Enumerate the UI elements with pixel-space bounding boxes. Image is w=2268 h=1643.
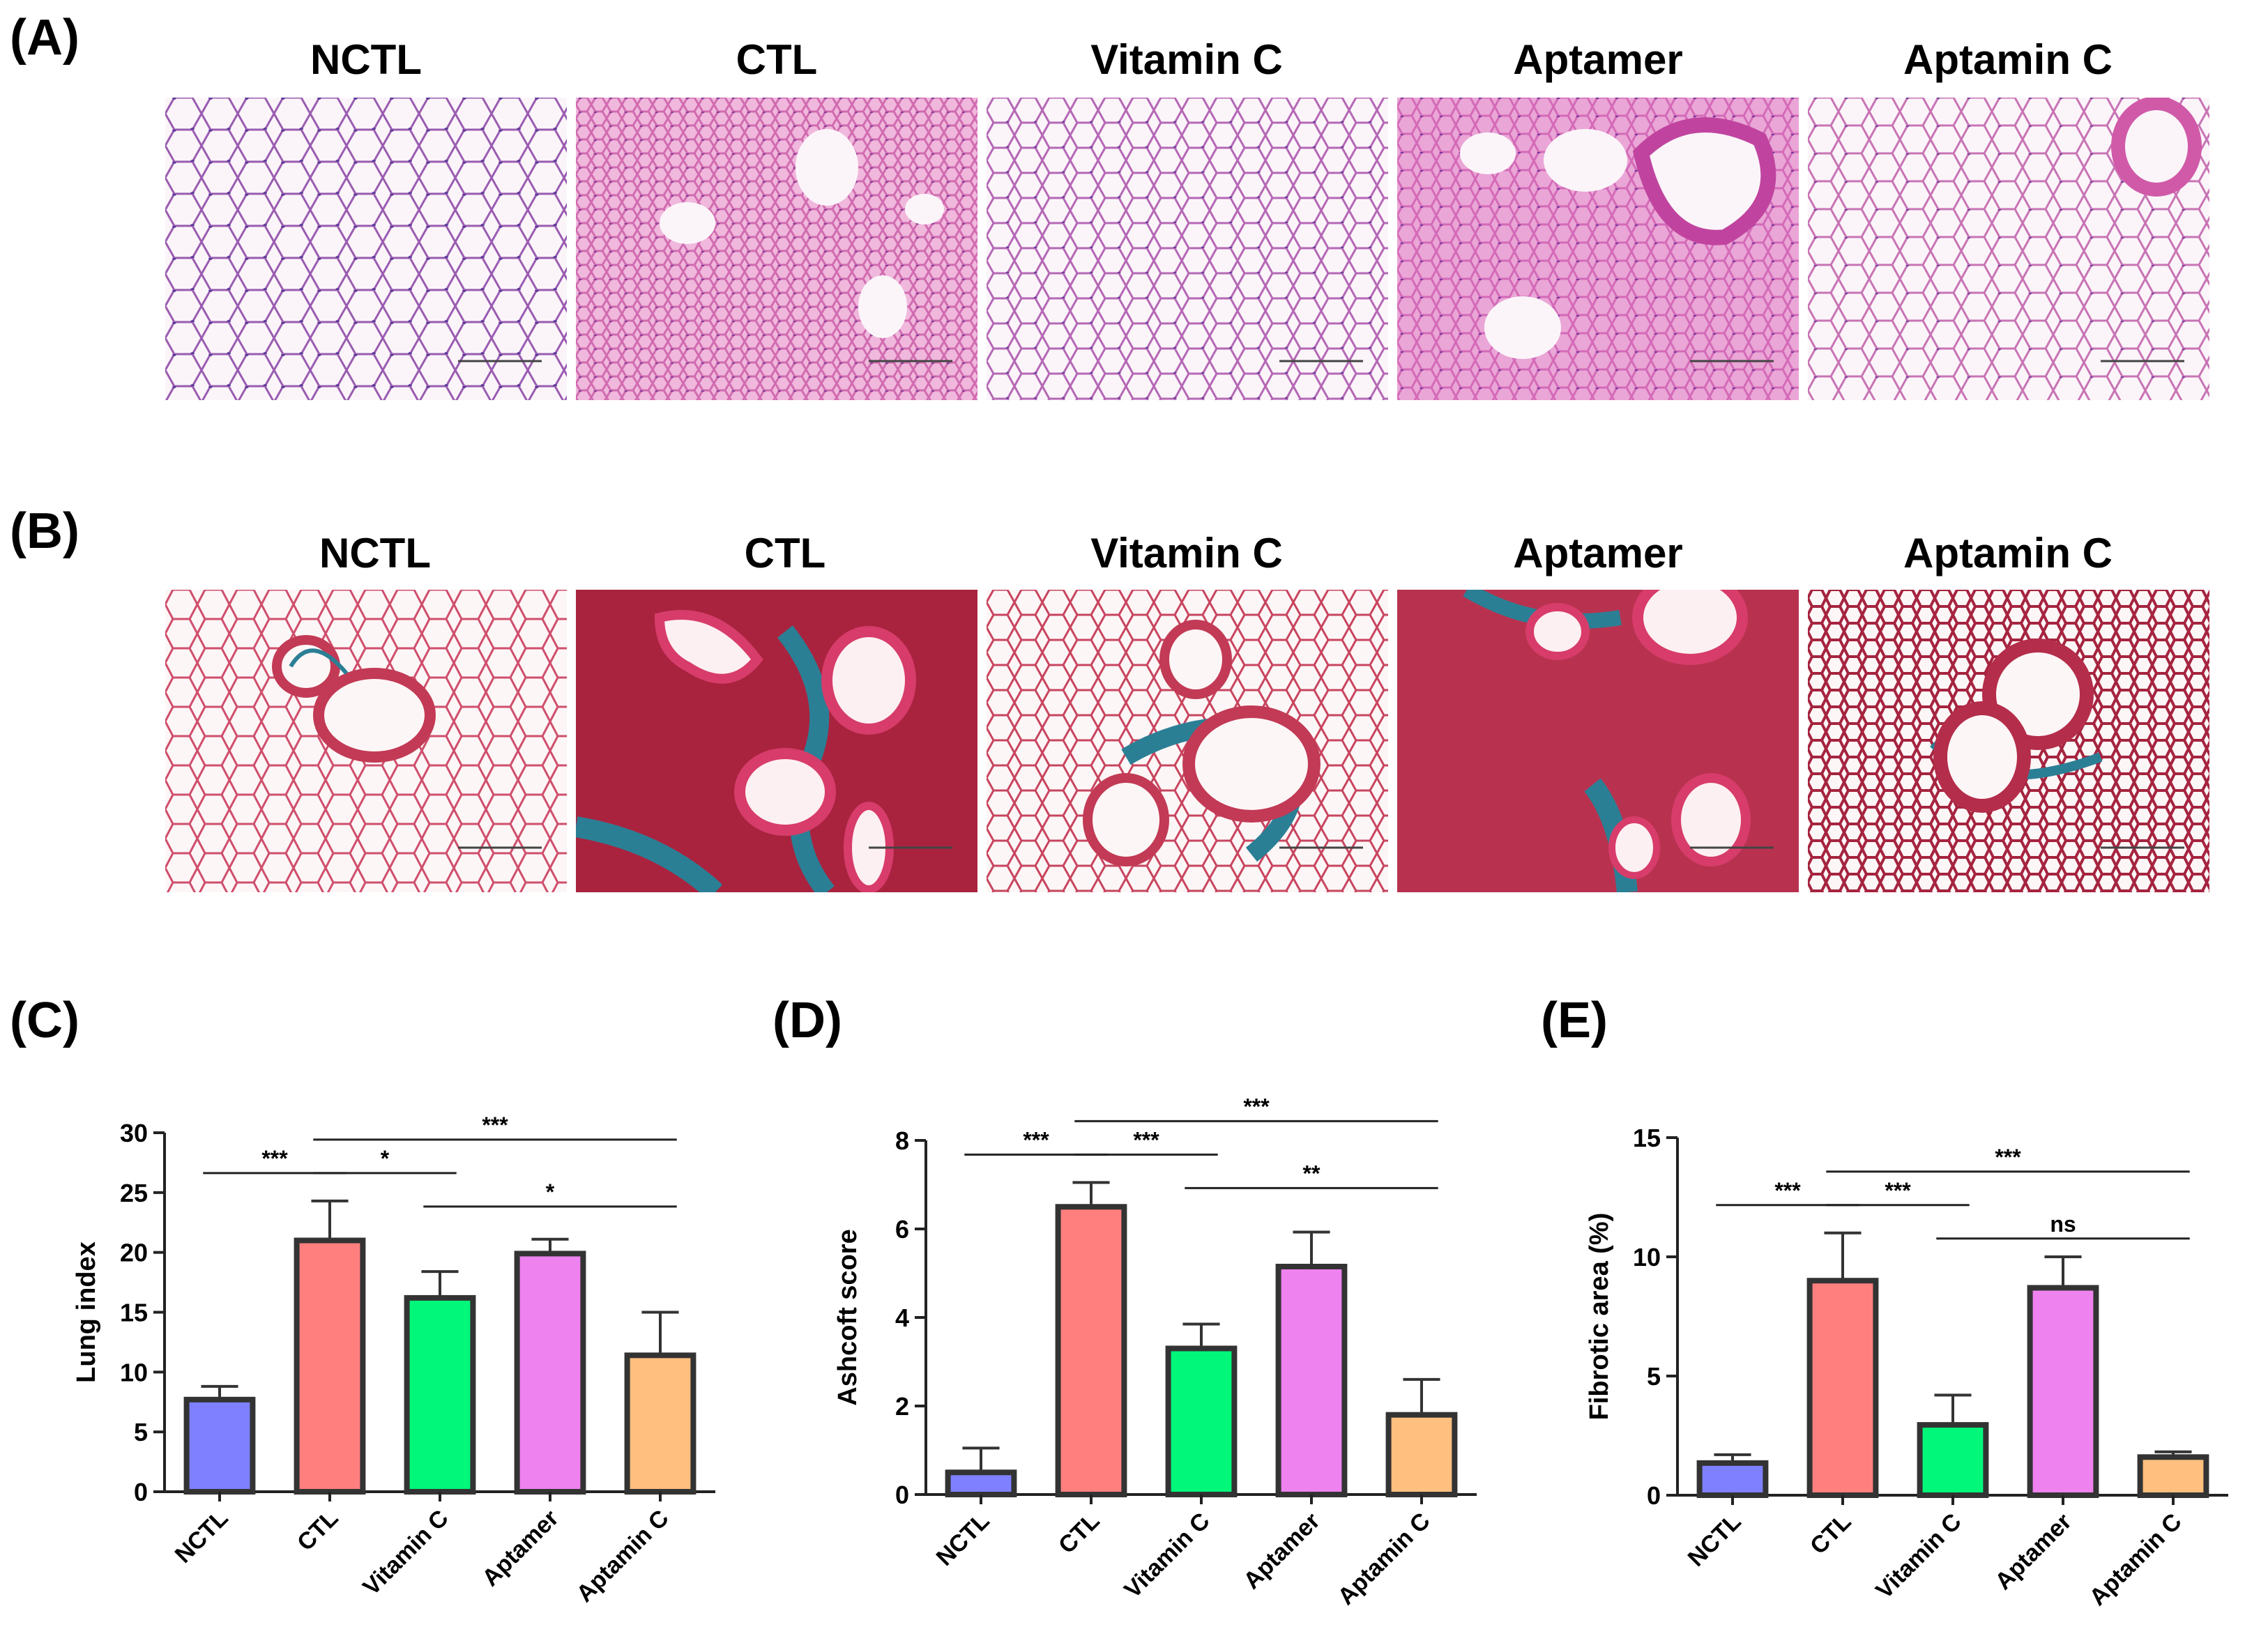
panel-a-title-ctl: CTL [736,36,818,83]
mt-micrograph-nctl [165,590,567,892]
x-tick-label: Aptamin C [2085,1508,2187,1611]
mt-micrograph-aptamin-c [1808,590,2209,892]
x-tick-label: NCTL [1683,1508,1746,1572]
significance-label: *** [261,1146,288,1171]
y-tick-label: 25 [120,1179,148,1207]
bar [1385,1412,1458,1497]
y-axis-label: Fibrotic area (%) [1585,1213,1614,1421]
y-tick-label: 15 [1633,1124,1661,1152]
bar [1917,1422,1989,1498]
significance-label: *** [1885,1178,1911,1203]
panel-a-title-aptamer: Aptamer [1513,36,1683,83]
y-tick-label: 8 [895,1126,909,1155]
y-tick-label: 6 [895,1215,909,1244]
significance-label: *** [482,1113,508,1138]
panel-a-title-vitamin-c: Vitamin C [1090,36,1283,83]
panel-d-label: (D) [773,993,842,1048]
y-axis-label: Lung index [72,1241,101,1383]
mt-micrograph-aptamer [1397,590,1799,892]
bar [1806,1278,1879,1498]
significance-label: ns [2050,1212,2076,1237]
y-tick-label: 20 [120,1239,148,1267]
panel-e-label: (E) [1541,993,1608,1048]
panel-b-title-nctl: NCTL [319,530,431,576]
y-tick-label: 0 [1647,1481,1661,1510]
panel-b-title-aptamin-c: Aptamin C [1903,530,2113,576]
y-tick-label: 0 [895,1481,909,1509]
panel-a-title-nctl: NCTL [310,36,422,83]
x-tick-label: Vitamin C [1871,1508,1966,1604]
bar [183,1396,256,1495]
y-tick-label: 2 [895,1392,909,1421]
mt-micrograph-ctl [576,590,977,892]
y-tick-label: 30 [120,1119,148,1147]
y-tick-label: 10 [1633,1243,1661,1271]
y-tick-label: 15 [120,1299,148,1327]
significance-label: *** [1995,1145,2021,1170]
bar [2027,1285,2099,1498]
panel-b-title-ctl: CTL [744,530,826,576]
y-tick-label: 4 [895,1304,909,1332]
panel-a-label: (A) [10,10,79,66]
y-tick-label: 5 [1647,1362,1661,1391]
significance-label: ** [1303,1161,1321,1186]
x-tick-label: Aptamer [1990,1508,2076,1595]
he-micrograph-ctl [576,98,977,400]
y-tick-label: 5 [134,1418,148,1446]
y-tick-label: 0 [134,1478,148,1506]
significance-label: * [381,1146,390,1171]
he-micrograph-nctl [165,98,567,400]
x-tick-label: CTL [1805,1508,1857,1560]
panel-a-title-aptamin-c: Aptamin C [1903,36,2113,83]
he-micrograph-vitamin-c [987,98,1388,400]
significance-label: *** [1133,1127,1159,1152]
significance-label: *** [1023,1127,1049,1152]
panel-b-title-aptamer: Aptamer [1513,530,1683,576]
significance-label: *** [1243,1094,1270,1119]
significance-label: *** [1774,1178,1801,1203]
panel-b-label: (B) [10,503,79,559]
bar [514,1251,586,1495]
significance-label: * [546,1179,555,1205]
y-tick-label: 10 [120,1358,148,1386]
mt-micrograph-vitamin-c [987,590,1388,892]
panel-c-label: (C) [10,993,79,1048]
bar [294,1237,366,1495]
bar [1696,1460,1769,1499]
bar [2137,1454,2209,1499]
panel-b-title-vitamin-c: Vitamin C [1090,530,1283,576]
he-micrograph-aptamin-c [1808,98,2209,400]
y-axis-label: Ashcoft score [833,1229,862,1405]
he-micrograph-aptamer [1397,98,1799,400]
